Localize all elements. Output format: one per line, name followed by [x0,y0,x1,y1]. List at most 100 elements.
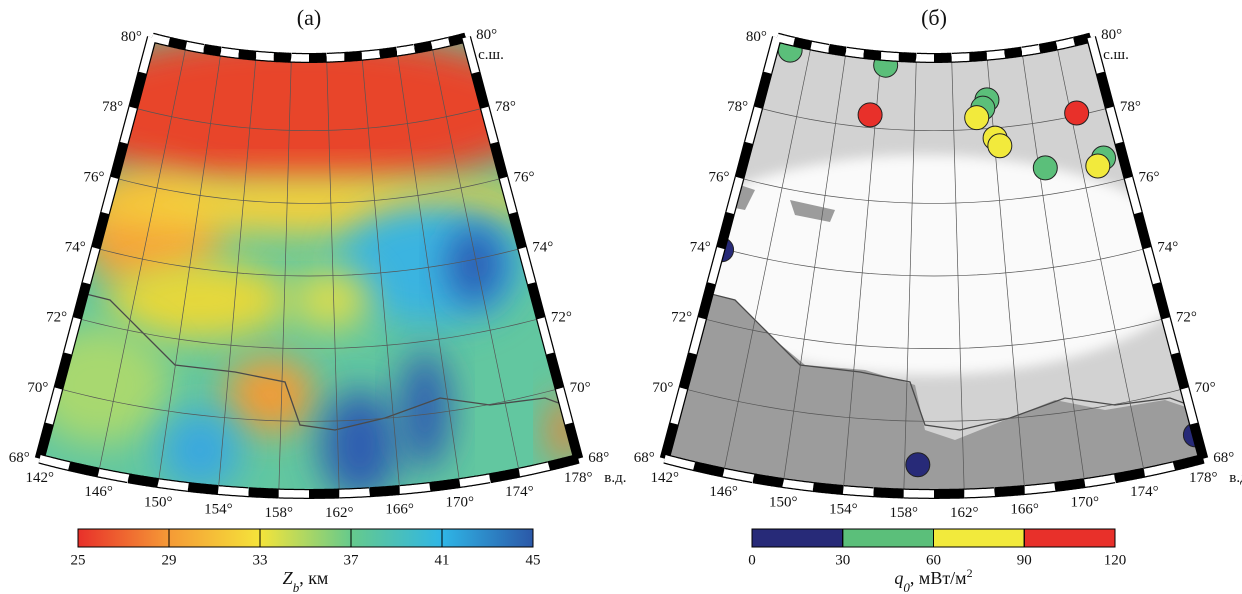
lat-label: 72° [46,310,67,326]
colorbar-tick-label: 0 [748,552,756,568]
frame-band [397,49,414,52]
colorbar-tick-label: 90 [1017,552,1032,568]
lat-label: 74° [532,240,553,256]
lon-label: 150° [144,494,173,510]
lon-label: 142° [25,470,54,486]
lat-label: 80° [746,29,767,45]
colorbar-tick-label: 30 [835,552,850,568]
lat-label: 72° [551,310,572,326]
station-point [1033,156,1057,180]
frame-band [188,487,218,490]
surface-patch [110,260,290,340]
lon-label: 158° [264,505,293,521]
lat-label: 70° [27,380,48,396]
frame-band [186,46,203,49]
map-panel: (а)68°68°70°70°72°72°74°74°76°76°78°78°8… [0,0,626,594]
label-unit: , мВт/м [910,568,967,588]
frame-band [432,42,449,46]
panel-label: (а) [297,5,321,30]
colorbar-segment [934,529,1025,547]
lon-label: 150° [769,494,798,510]
surface-patch [160,410,240,490]
frame-band [952,57,970,58]
frame-band [460,478,490,483]
lat-label: 74° [1157,240,1178,256]
station-point [1065,101,1089,125]
lat-label: 80° [121,29,142,45]
lat-label: 68° [634,450,655,466]
frame-band [169,42,186,46]
lon-label: 158° [889,505,918,521]
colorbar-tick-label: 45 [526,552,541,568]
lon-label: 178° [1189,470,1218,486]
lat-label: 80° [476,27,497,43]
surface-patch [447,225,503,305]
lon-label: 154° [204,501,233,517]
frame-band [274,57,292,58]
frame-band [256,56,274,57]
surface-patch [320,390,400,500]
colorbar-tick-label: 29 [162,552,177,568]
frame-band [934,494,964,495]
station-point [965,106,989,130]
colorbar-segment [752,529,843,547]
lat-label: 78° [1120,99,1141,115]
station-point [858,103,882,127]
lon-label: 174° [505,484,534,500]
lat-label: 80° [1101,27,1122,43]
frame-band [794,42,811,46]
frame-band [899,57,917,58]
lon-label: 154° [829,501,858,517]
frame-band [843,490,873,492]
lon-label: 170° [1071,494,1100,510]
frame-band [813,487,843,490]
frame-band [904,494,934,495]
frame-band [339,492,369,493]
lon-label: 146° [84,484,113,500]
frame-band [1055,483,1085,487]
lon-label: 162° [950,505,979,521]
lat-label: 76° [83,169,104,185]
frame-band [400,487,430,490]
lon-unit: в.д. [1229,470,1242,486]
colorbar-tick-label: 120 [1104,552,1127,568]
frame-band [995,490,1025,492]
colorbar-tick-label: 60 [926,552,941,568]
colorbar-segment [843,529,934,547]
station-point [1086,154,1110,178]
frame-band [777,37,794,41]
panel-label: (б) [921,5,947,30]
frame-band [881,56,899,57]
lat-label: 76° [1139,169,1160,185]
label-unit: , км [299,568,328,588]
lon-label: 146° [709,484,738,500]
map-panel: (б)68°68°70°70°72°72°74°74°76°76°78°78°8… [625,0,1242,594]
colorbar [78,529,533,547]
frame-band [370,490,400,492]
frame-band [846,52,864,54]
frame-band [279,494,309,495]
frame-band [249,492,279,493]
frame-band [152,37,169,41]
frame-band [694,466,724,473]
lat-label: 70° [652,380,673,396]
frame-band [964,492,994,493]
frame-band [221,52,239,54]
lat-label: 68° [9,450,30,466]
frame-band [1025,487,1055,490]
colorbar-tick-label: 41 [435,552,450,568]
frame-band [362,54,380,56]
lat-unit: с.ш. [478,47,504,63]
frame-band [490,473,520,479]
frame-band [204,49,221,52]
lat-label: 72° [671,310,692,326]
colorbar-segment [1024,529,1115,547]
colorbar-label: Zb, км [283,568,329,594]
label-superscript: 2 [967,566,973,580]
lat-label: 78° [495,99,516,115]
frame-band [864,54,882,56]
frame-band [414,46,431,49]
colorbar-tick-label: 33 [253,552,268,568]
frame-band [1039,46,1056,49]
frame-band [128,478,158,483]
